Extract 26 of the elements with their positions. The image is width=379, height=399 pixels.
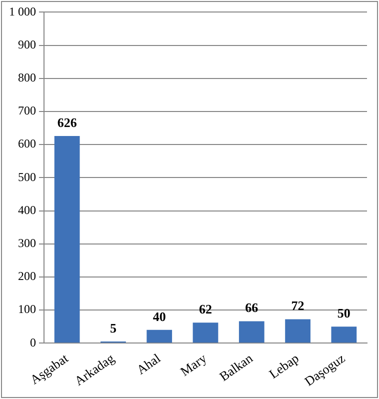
- data-label: 626: [57, 114, 78, 130]
- bar: [146, 330, 172, 343]
- y-tick-label: 600: [18, 136, 36, 151]
- y-tick-label: 100: [18, 302, 36, 316]
- y-tick-label: 200: [18, 269, 36, 284]
- bar: [285, 319, 310, 343]
- data-label: 72: [291, 298, 304, 314]
- bar: [54, 136, 80, 343]
- data-label: 40: [152, 308, 166, 324]
- bar: [192, 322, 218, 343]
- x-tick-label: Mary: [178, 350, 210, 379]
- y-tick-label: 800: [18, 70, 36, 85]
- y-tick-label: 500: [18, 170, 36, 184]
- y-tick-label: 400: [18, 202, 36, 217]
- data-label: 5: [110, 320, 117, 336]
- data-label: 66: [245, 300, 259, 316]
- bar: [238, 321, 264, 343]
- y-tick-label: 900: [18, 37, 36, 52]
- bar: [331, 326, 357, 343]
- data-label: 62: [199, 301, 212, 316]
- y-tick-label: 0: [30, 335, 36, 350]
- y-tick-label: 700: [18, 104, 36, 118]
- x-tick-label: Ahal: [134, 350, 164, 378]
- data-label: 50: [337, 305, 350, 320]
- y-tick-label: 1 000: [9, 4, 36, 18]
- y-tick-label: 300: [18, 236, 36, 250]
